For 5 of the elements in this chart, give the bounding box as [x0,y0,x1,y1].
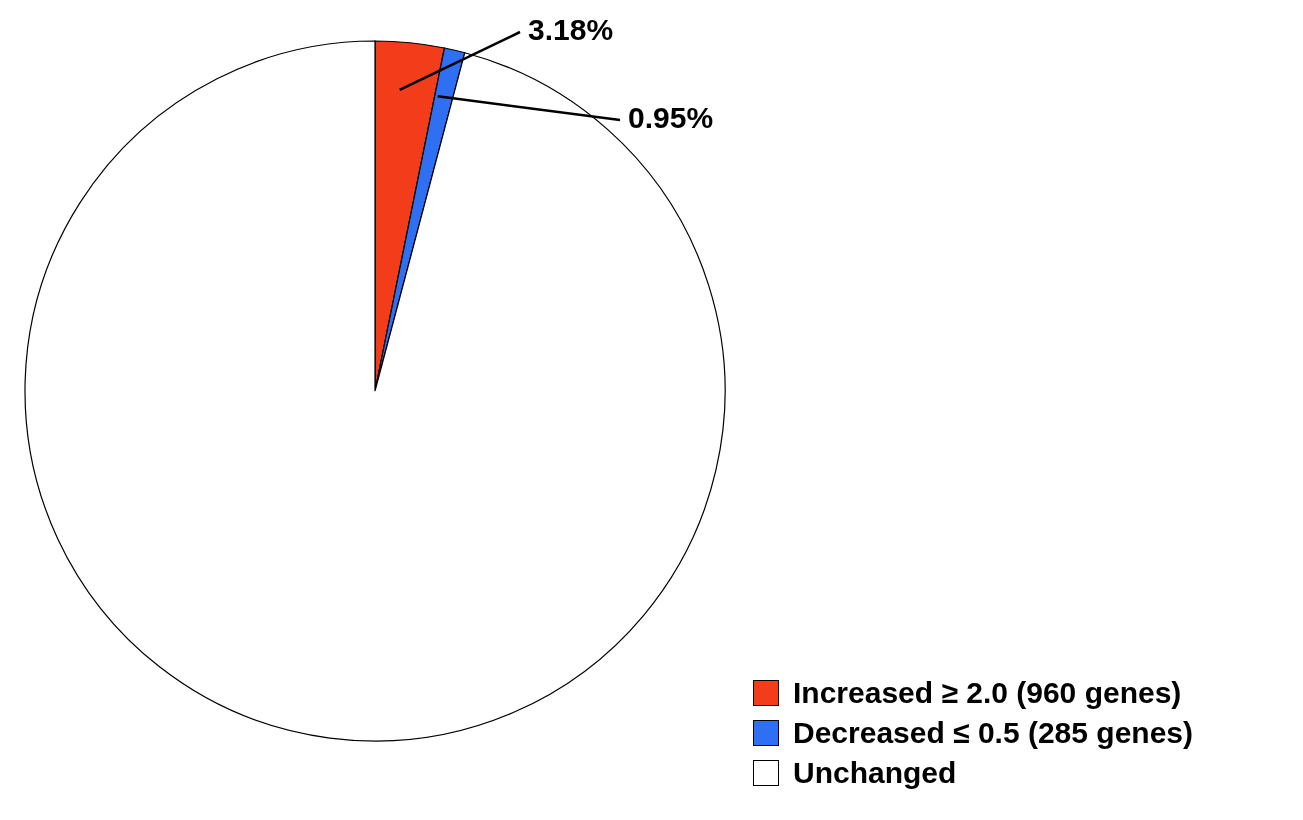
data-label: 0.95% [628,101,714,134]
legend-label: Unchanged [793,756,957,790]
data-label: 3.18% [528,13,614,46]
legend-label: Increased ≥ 2.0 (960 genes) [793,676,1182,710]
legend-label: Decreased ≤ 0.5 (285 genes) [793,716,1194,750]
